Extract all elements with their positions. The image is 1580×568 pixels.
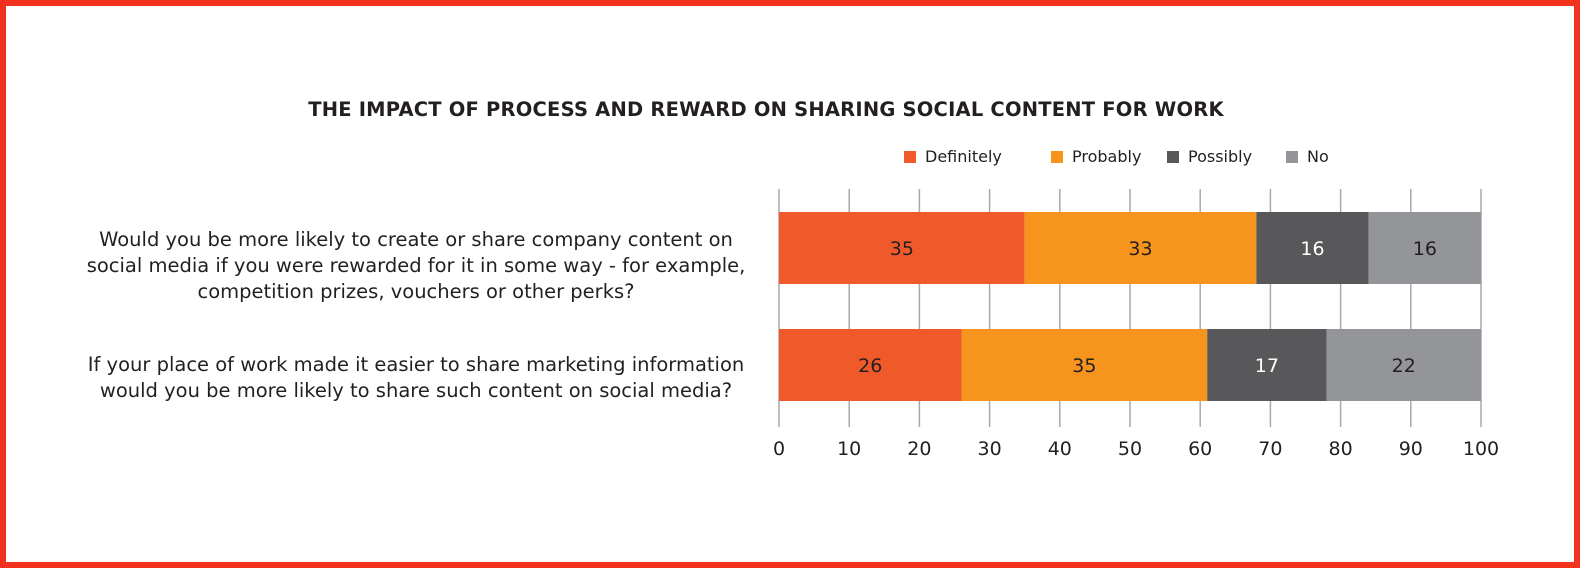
data-label: 17 bbox=[1255, 355, 1279, 377]
data-label: 33 bbox=[1128, 238, 1152, 260]
x-tick-label: 70 bbox=[1258, 438, 1282, 460]
data-label: 35 bbox=[1072, 355, 1096, 377]
category-label-line: Would you be more likely to create or sh… bbox=[99, 228, 733, 251]
x-tick-label: 100 bbox=[1463, 438, 1499, 460]
bar-segment bbox=[961, 329, 1208, 401]
legend-swatch-no bbox=[1286, 150, 1298, 163]
x-tick-label: 50 bbox=[1118, 438, 1142, 460]
bar-segment bbox=[1256, 212, 1369, 284]
data-label: 26 bbox=[858, 355, 882, 377]
category-label-line: would you be more likely to share such c… bbox=[99, 379, 733, 402]
bar-segment bbox=[779, 329, 962, 401]
legend-swatch-possibly bbox=[1167, 150, 1179, 163]
legend-label-possibly: Possibly bbox=[1188, 147, 1253, 166]
bar-segment bbox=[1207, 329, 1327, 401]
data-label: 22 bbox=[1392, 355, 1416, 377]
data-label: 35 bbox=[890, 238, 914, 260]
x-tick-label: 10 bbox=[837, 438, 861, 460]
category-label-line: If your place of work made it easier to … bbox=[87, 353, 745, 376]
bar-segment bbox=[1368, 212, 1481, 284]
category-label-easier: If your place of work made it easier to … bbox=[76, 352, 756, 404]
x-tick-label: 20 bbox=[907, 438, 931, 460]
x-tick-label: 90 bbox=[1399, 438, 1423, 460]
chart-title: THE IMPACT OF PROCESS AND REWARD ON SHAR… bbox=[308, 98, 1224, 121]
legend-label-no: No bbox=[1307, 147, 1329, 166]
legend-label-definitely: Definitely bbox=[925, 147, 1002, 166]
category-label-rewarded: Would you be more likely to create or sh… bbox=[76, 227, 756, 305]
category-label-line: social media if you were rewarded for it… bbox=[86, 254, 746, 277]
legend-item-no: No bbox=[1286, 147, 1329, 166]
data-label: 16 bbox=[1300, 238, 1324, 260]
legend-item-definitely: Definitely bbox=[904, 147, 1002, 166]
legend-item-probably: Probably bbox=[1051, 147, 1141, 166]
x-tick-label: 60 bbox=[1188, 438, 1212, 460]
legend-swatch-probably bbox=[1051, 150, 1063, 163]
data-label: 16 bbox=[1413, 238, 1437, 260]
legend-swatch-definitely bbox=[904, 150, 916, 163]
x-tick-label: 0 bbox=[773, 438, 785, 460]
bar-segment bbox=[1024, 212, 1257, 284]
legend-label-probably: Probably bbox=[1072, 147, 1142, 166]
bar-segment bbox=[779, 212, 1025, 284]
bar-segment bbox=[1326, 329, 1481, 401]
x-tick-label: 40 bbox=[1048, 438, 1072, 460]
legend-item-possibly: Possibly bbox=[1167, 147, 1252, 166]
x-tick-label: 30 bbox=[978, 438, 1002, 460]
x-tick-label: 80 bbox=[1329, 438, 1353, 460]
category-label-line: competition prizes, vouchers or other pe… bbox=[197, 280, 635, 303]
